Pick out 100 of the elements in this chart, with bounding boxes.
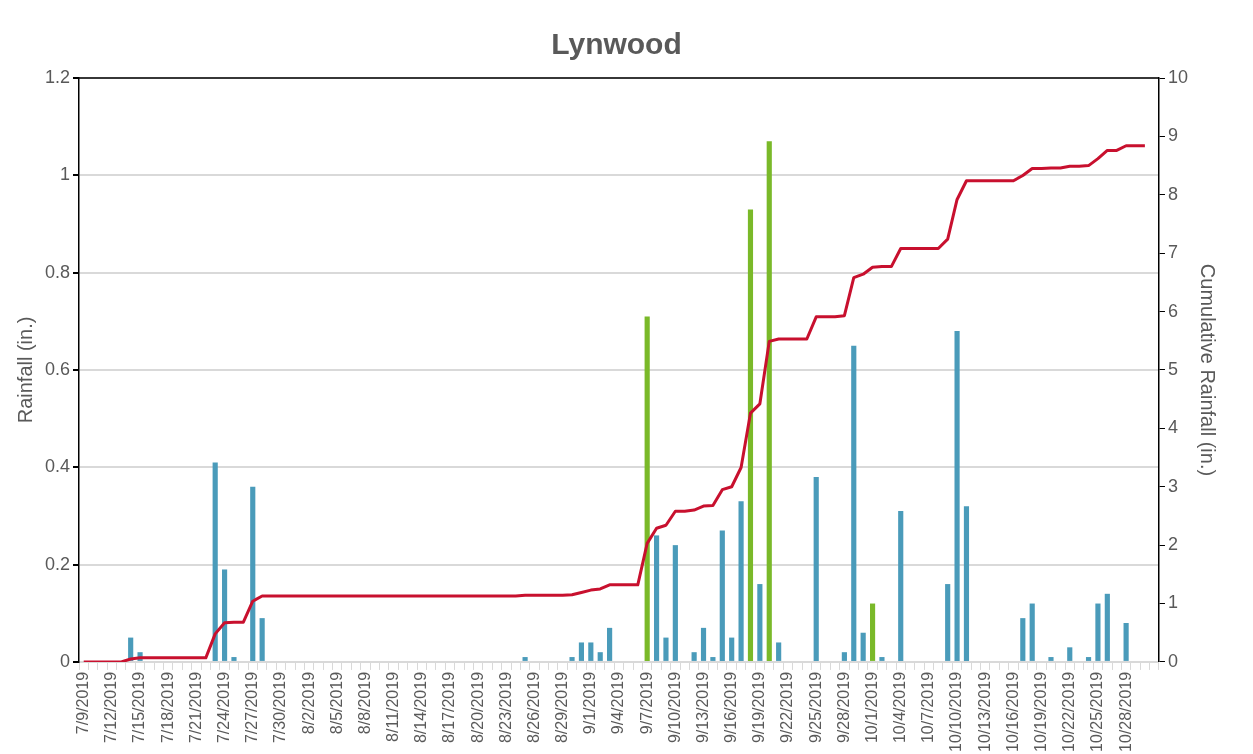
x-tick-label: 10/16/2019 bbox=[1003, 671, 1021, 752]
y2-tick-label: 7 bbox=[1167, 242, 1178, 263]
x-tick-label: 10/22/2019 bbox=[1060, 671, 1078, 752]
bar bbox=[1085, 657, 1092, 661]
x-tick-label: 9/7/2019 bbox=[637, 671, 655, 735]
x-tick-label: 8/2/2019 bbox=[299, 671, 317, 735]
bar bbox=[231, 657, 237, 661]
bar bbox=[738, 501, 744, 661]
bar bbox=[259, 618, 265, 661]
y-tick-label: 0.6 bbox=[44, 358, 71, 379]
x-tick-label: 9/10/2019 bbox=[665, 671, 683, 744]
bar bbox=[212, 462, 218, 661]
y2-tick-label: 10 bbox=[1167, 66, 1189, 87]
x-tick-label: 8/23/2019 bbox=[496, 671, 514, 744]
bar bbox=[1104, 593, 1110, 661]
y2-tick-label: 2 bbox=[1167, 534, 1178, 555]
x-tick-label: 7/30/2019 bbox=[271, 671, 289, 744]
x-tick-label: 7/27/2019 bbox=[243, 671, 261, 744]
bar bbox=[869, 603, 876, 661]
x-tick-label: 8/26/2019 bbox=[524, 671, 542, 744]
x-tick-label: 7/12/2019 bbox=[102, 671, 120, 744]
bar bbox=[776, 642, 782, 661]
x-tick-label: 10/7/2019 bbox=[919, 671, 937, 744]
x-tick-label: 7/15/2019 bbox=[130, 671, 148, 744]
bar bbox=[691, 652, 697, 661]
bar bbox=[1029, 603, 1035, 661]
x-tick-label: 9/16/2019 bbox=[722, 671, 740, 744]
x-tick-label: 8/11/2019 bbox=[384, 671, 402, 742]
bar bbox=[700, 627, 707, 661]
x-tick-label: 9/28/2019 bbox=[834, 671, 852, 744]
bar bbox=[719, 530, 725, 661]
y2-axis-title: Cumulative Rainfall (in.) bbox=[1197, 263, 1220, 477]
bar bbox=[766, 141, 772, 661]
y2-tick-label: 1 bbox=[1167, 592, 1178, 613]
bar bbox=[879, 657, 885, 661]
bar bbox=[597, 652, 603, 661]
x-tick-label: 8/20/2019 bbox=[468, 671, 486, 744]
x-tick-label: 9/4/2019 bbox=[609, 671, 627, 735]
bar bbox=[607, 627, 613, 661]
bar bbox=[954, 331, 960, 661]
x-tick-label: 8/17/2019 bbox=[440, 671, 458, 744]
bar bbox=[653, 535, 660, 661]
y2-tick-label: 6 bbox=[1167, 300, 1178, 321]
x-tick-label: 7/24/2019 bbox=[214, 671, 232, 744]
x-tick-label: 8/29/2019 bbox=[553, 671, 571, 744]
bar bbox=[729, 637, 735, 661]
x-tick-label: 10/28/2019 bbox=[1116, 671, 1134, 752]
y-tick-label: 0.8 bbox=[44, 261, 71, 282]
x-tick-label: 9/22/2019 bbox=[778, 671, 796, 744]
bar bbox=[522, 657, 528, 661]
y2-tick-label: 4 bbox=[1167, 417, 1178, 438]
bar bbox=[250, 486, 256, 661]
bar bbox=[710, 657, 716, 661]
x-tick-label: 8/8/2019 bbox=[355, 671, 373, 735]
y2-tick-label: 9 bbox=[1167, 125, 1178, 146]
x-tick-label: 8/5/2019 bbox=[327, 671, 345, 735]
bar bbox=[644, 316, 650, 661]
x-tick-label: 7/18/2019 bbox=[158, 671, 176, 744]
y-axis-title: Rainfall (in.) bbox=[13, 316, 36, 424]
x-tick-label: 10/25/2019 bbox=[1088, 671, 1106, 752]
x-tick-label: 10/19/2019 bbox=[1032, 671, 1049, 752]
bar bbox=[757, 584, 763, 661]
bar bbox=[222, 569, 228, 661]
bar bbox=[1095, 603, 1101, 661]
bar bbox=[963, 506, 970, 661]
x-tick-label: 10/13/2019 bbox=[975, 671, 993, 752]
bar bbox=[569, 657, 575, 661]
x-tick-label: 8/14/2019 bbox=[412, 671, 430, 744]
bar bbox=[1020, 618, 1026, 661]
x-tick-label: 7/9/2019 bbox=[74, 671, 92, 735]
bar bbox=[813, 477, 819, 661]
bar bbox=[1048, 657, 1054, 661]
y2-tick-label: 8 bbox=[1167, 183, 1178, 204]
y2-tick-label: 5 bbox=[1167, 358, 1178, 379]
x-tick-label: 10/10/2019 bbox=[947, 671, 965, 752]
bar bbox=[588, 642, 594, 661]
x-tick-label: 10/4/2019 bbox=[891, 671, 909, 744]
bar bbox=[672, 545, 678, 661]
bar bbox=[663, 637, 669, 661]
x-tick-label: 9/19/2019 bbox=[750, 671, 768, 744]
y2-tick-label: 0 bbox=[1167, 650, 1178, 671]
y-tick-label: 0.2 bbox=[44, 553, 71, 574]
x-tick-label: 7/21/2019 bbox=[186, 671, 204, 744]
chart-title: Lynwood bbox=[551, 27, 682, 61]
y-tick-label: 0.4 bbox=[44, 456, 71, 477]
bar bbox=[860, 632, 866, 661]
bar bbox=[1123, 622, 1129, 661]
bar bbox=[945, 584, 951, 661]
bar bbox=[747, 209, 754, 661]
x-tick-label: 9/13/2019 bbox=[693, 671, 711, 744]
x-tick-label: 9/25/2019 bbox=[806, 671, 824, 744]
y-tick-label: 1.2 bbox=[44, 66, 71, 87]
bar bbox=[851, 345, 857, 661]
x-tick-label: 9/1/2019 bbox=[581, 671, 599, 735]
bar bbox=[1067, 647, 1073, 661]
bar bbox=[578, 642, 585, 661]
y-tick-label: 0 bbox=[60, 650, 71, 671]
y2-tick-label: 3 bbox=[1167, 475, 1178, 496]
y-tick-label: 1 bbox=[60, 164, 71, 185]
bar bbox=[898, 511, 904, 661]
